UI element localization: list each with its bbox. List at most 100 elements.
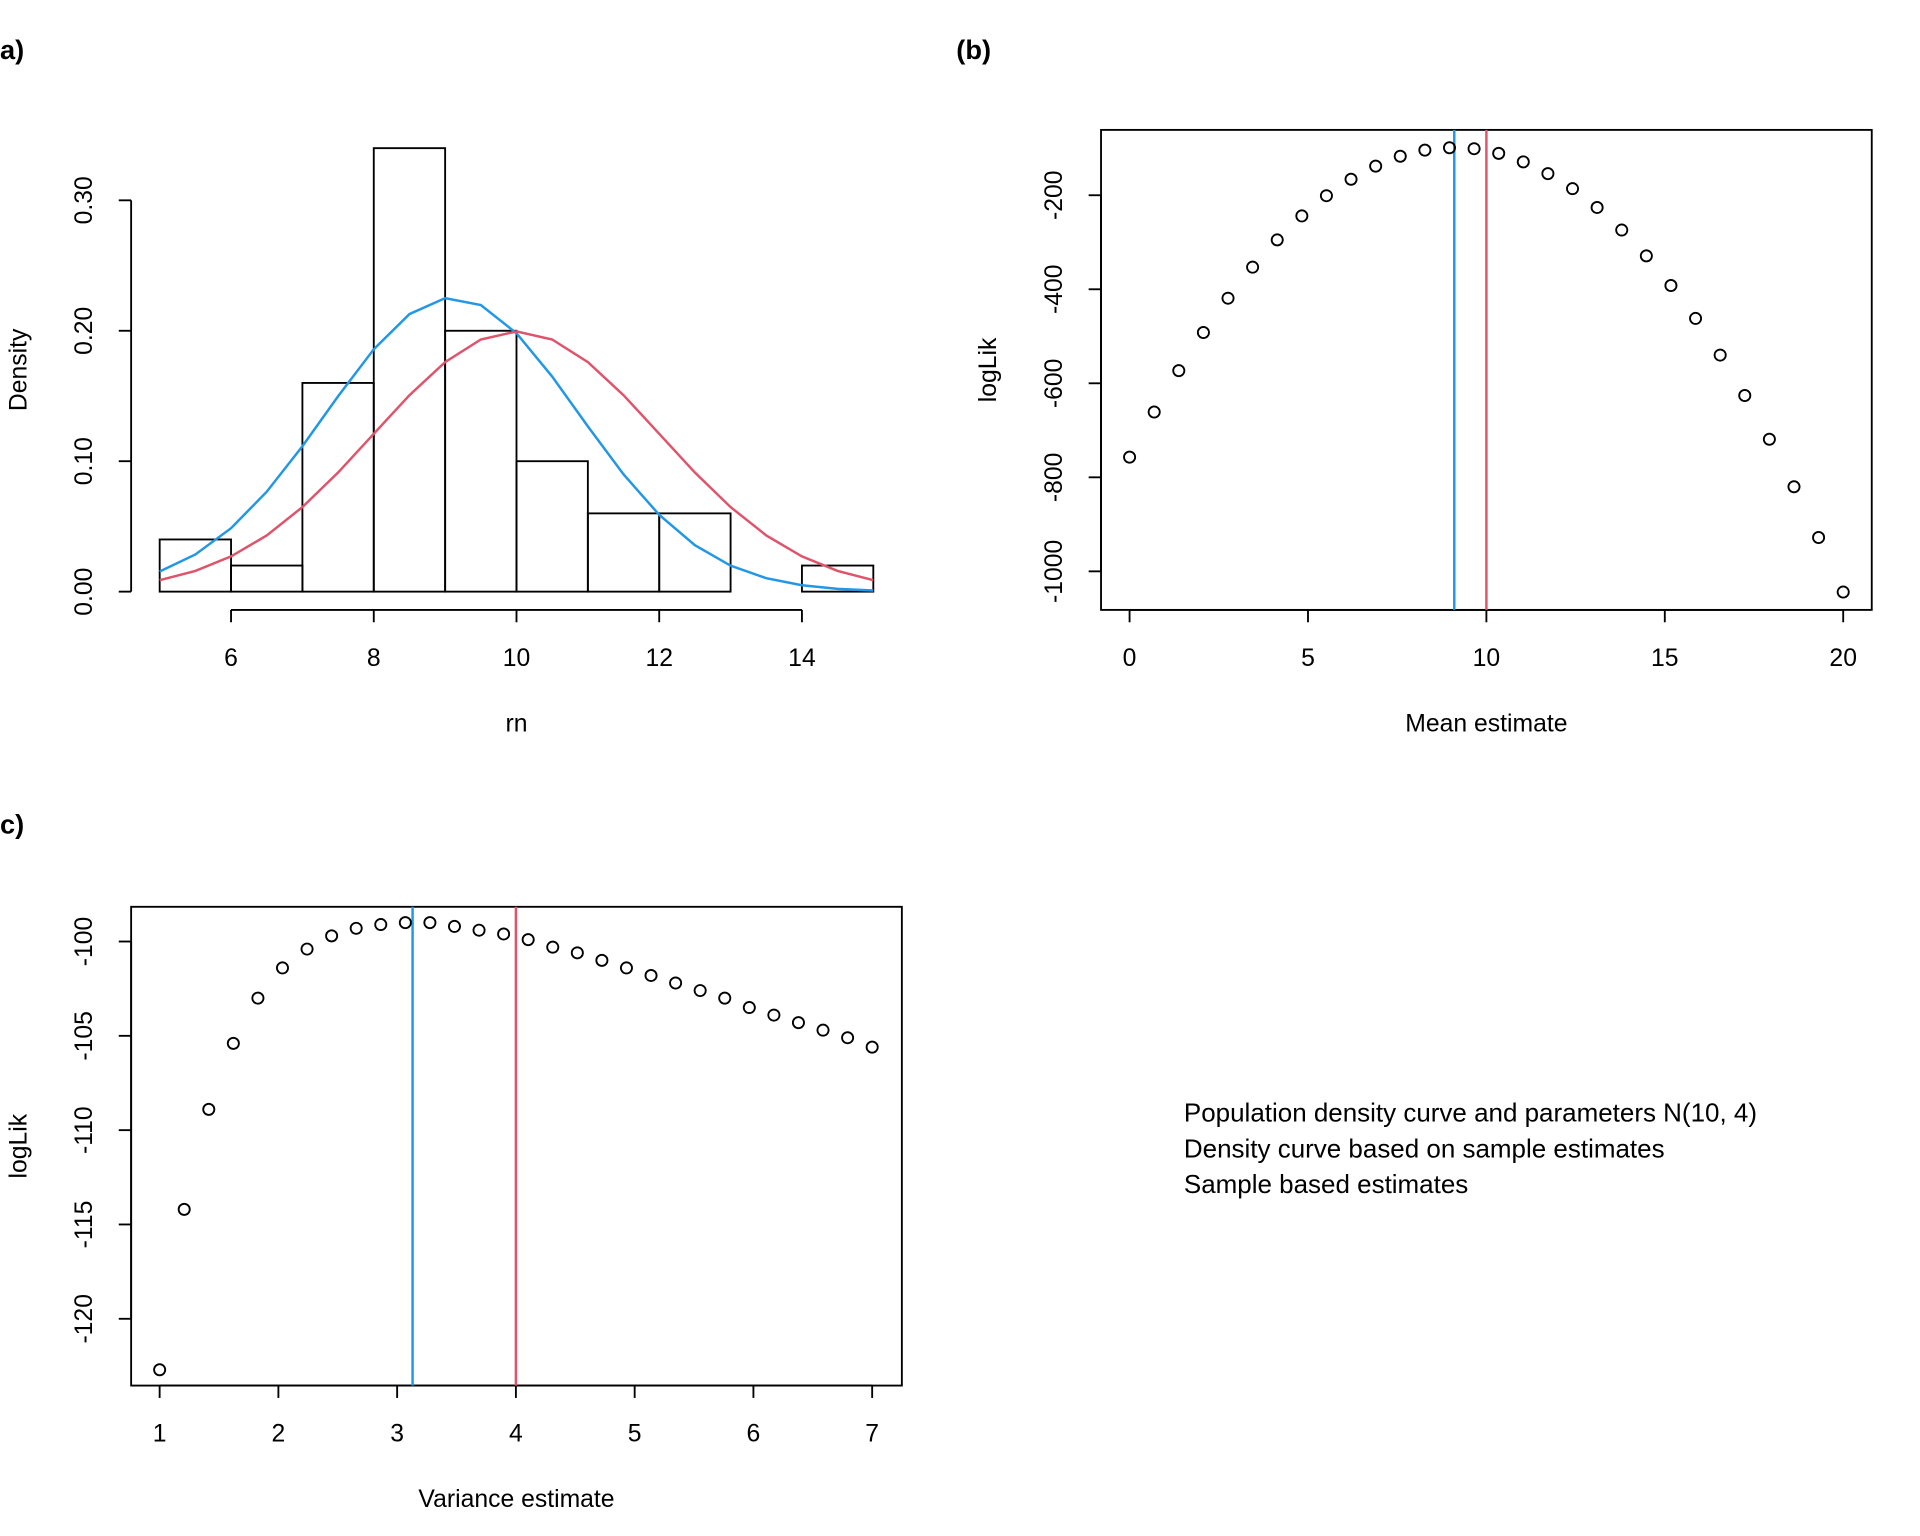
x-tick-label: 10 bbox=[503, 645, 531, 672]
point bbox=[570, 946, 584, 960]
density-curve bbox=[159, 296, 874, 592]
y-tick-label: -400 bbox=[1041, 265, 1068, 315]
point bbox=[767, 1008, 781, 1022]
point bbox=[1787, 480, 1801, 494]
y-tick-label: -1000 bbox=[1041, 540, 1068, 603]
histogram-bar bbox=[658, 512, 732, 593]
point bbox=[1541, 167, 1555, 181]
y-tick-label: -600 bbox=[1041, 359, 1068, 409]
point bbox=[1221, 291, 1235, 305]
point bbox=[546, 940, 560, 954]
point bbox=[202, 1102, 216, 1116]
point bbox=[1615, 223, 1629, 237]
y-tick-label: -200 bbox=[1041, 170, 1068, 220]
point bbox=[1664, 279, 1678, 293]
y-axis-title: logLik bbox=[5, 1113, 32, 1178]
y-tick-label: 0.30 bbox=[71, 176, 98, 224]
point bbox=[1295, 209, 1309, 223]
y-tick-label: -100 bbox=[71, 917, 98, 967]
point bbox=[251, 991, 265, 1005]
histogram-bar bbox=[444, 329, 518, 593]
x-tick-label: 8 bbox=[367, 645, 381, 672]
legend-entry: Density curve based on sample estimates bbox=[1184, 1133, 1665, 1163]
density-curve bbox=[159, 330, 874, 582]
point bbox=[423, 916, 437, 930]
point bbox=[497, 927, 511, 941]
x-tick-label: 20 bbox=[1829, 645, 1857, 672]
point bbox=[447, 919, 461, 933]
point bbox=[226, 1036, 240, 1050]
point bbox=[1516, 155, 1530, 169]
x-tick-label: 12 bbox=[645, 645, 673, 672]
point bbox=[619, 961, 633, 975]
point bbox=[1344, 172, 1358, 186]
y-tick-label: -105 bbox=[71, 1011, 98, 1061]
point bbox=[1566, 182, 1580, 196]
x-tick-label: 2 bbox=[272, 1421, 286, 1448]
x-tick-label: 0 bbox=[1123, 645, 1137, 672]
point bbox=[816, 1023, 830, 1037]
point bbox=[398, 916, 412, 930]
point bbox=[742, 1001, 756, 1015]
point bbox=[669, 976, 683, 990]
y-axis-title: Density bbox=[5, 328, 32, 411]
point bbox=[1246, 260, 1260, 274]
point bbox=[1172, 364, 1186, 378]
point bbox=[1639, 249, 1653, 263]
point bbox=[865, 1040, 879, 1054]
x-tick-label: 10 bbox=[1473, 645, 1501, 672]
point bbox=[1270, 233, 1284, 247]
y-tick-label: -120 bbox=[71, 1294, 98, 1344]
histogram-bar bbox=[372, 147, 447, 593]
point bbox=[1492, 146, 1506, 160]
point bbox=[1418, 143, 1432, 157]
y-tick-label: -115 bbox=[71, 1201, 98, 1249]
point bbox=[693, 984, 707, 998]
point bbox=[300, 942, 314, 956]
x-tick-label: 7 bbox=[865, 1421, 879, 1448]
histogram-bar bbox=[230, 564, 304, 593]
histogram-bar bbox=[586, 512, 661, 593]
x-axis-title: Variance estimate bbox=[418, 1486, 614, 1513]
point bbox=[374, 918, 388, 932]
point bbox=[1590, 200, 1604, 214]
x-tick-label: 6 bbox=[747, 1421, 761, 1448]
histogram-bar bbox=[801, 564, 875, 593]
point bbox=[595, 953, 609, 967]
point bbox=[1738, 389, 1752, 403]
x-tick-label: 6 bbox=[224, 645, 238, 672]
point bbox=[841, 1031, 855, 1045]
y-axis-title: logLik bbox=[975, 337, 1002, 402]
panel-label: c) bbox=[0, 809, 24, 840]
point bbox=[1319, 189, 1333, 203]
point bbox=[718, 991, 732, 1005]
point bbox=[521, 933, 535, 947]
point bbox=[644, 968, 658, 982]
point bbox=[1196, 326, 1210, 340]
point bbox=[1689, 311, 1703, 325]
point bbox=[1467, 142, 1481, 156]
point bbox=[349, 921, 363, 935]
x-axis-title: Mean estimate bbox=[1405, 710, 1567, 737]
x-tick-label: 4 bbox=[509, 1421, 523, 1448]
point bbox=[325, 929, 339, 943]
point bbox=[1147, 405, 1161, 419]
point bbox=[1123, 450, 1137, 464]
x-tick-label: 15 bbox=[1651, 645, 1679, 672]
point bbox=[275, 961, 289, 975]
legend-entry: Population density curve and parameters … bbox=[1184, 1097, 1757, 1127]
x-axis-title: rn bbox=[505, 710, 527, 737]
x-tick-label: 5 bbox=[1301, 645, 1315, 672]
y-tick-label: 0.20 bbox=[71, 307, 98, 355]
y-tick-label: -110 bbox=[71, 1106, 98, 1154]
panel-label: (b) bbox=[956, 34, 991, 65]
panel-label: a) bbox=[0, 34, 24, 65]
histogram-bar bbox=[515, 460, 589, 593]
y-tick-label: 0.00 bbox=[71, 568, 98, 616]
point bbox=[1713, 348, 1727, 362]
histogram-bar bbox=[301, 382, 375, 593]
point bbox=[177, 1202, 191, 1216]
point bbox=[1393, 149, 1407, 163]
x-tick-label: 5 bbox=[628, 1421, 642, 1448]
